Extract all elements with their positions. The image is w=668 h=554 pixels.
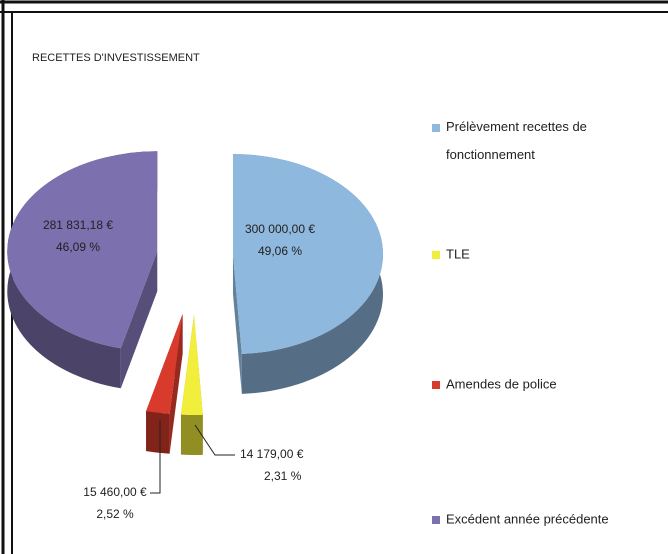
data-label-percent: 49,06 % xyxy=(258,244,302,258)
data-label-percent: 2,52 % xyxy=(96,507,134,521)
legend-label: Amendes de police xyxy=(446,376,557,391)
legend: Prélèvement recettes de fonctionnement TLE… xyxy=(432,119,609,526)
legend-label: Excédent année précédente xyxy=(446,511,609,526)
data-label: 300 000,00 € xyxy=(245,222,315,236)
slice xyxy=(146,314,183,414)
data-label: 14 179,00 € xyxy=(240,447,304,461)
legend-swatch xyxy=(432,124,440,132)
legend-swatch xyxy=(432,251,440,259)
legend-swatch xyxy=(432,516,440,524)
data-label: 281 831,18 € xyxy=(43,218,113,232)
legend-line: Prélèvement recettes de xyxy=(446,119,587,134)
legend-label: Prélèvement recettes de fonctionnement xyxy=(446,119,587,162)
slice-wall xyxy=(120,251,158,389)
slice-wall xyxy=(232,254,242,394)
leader-line xyxy=(150,420,161,494)
leader-line xyxy=(194,424,235,456)
pie xyxy=(7,151,383,455)
legend-swatch xyxy=(432,381,440,389)
legend-label: TLE xyxy=(446,246,470,261)
data-label-percent: 46,09 % xyxy=(56,240,100,254)
slice-side xyxy=(180,414,203,455)
legend-line: fonctionnement xyxy=(446,147,535,162)
slice-side xyxy=(146,411,170,454)
chart-title: RECETTES D'INVESTISSEMENT xyxy=(32,52,200,64)
slice xyxy=(7,151,158,349)
slice xyxy=(180,314,203,415)
data-label-percent: 2,31 % xyxy=(264,469,302,483)
slice xyxy=(232,154,383,354)
data-label: 15 460,00 € xyxy=(83,485,147,499)
